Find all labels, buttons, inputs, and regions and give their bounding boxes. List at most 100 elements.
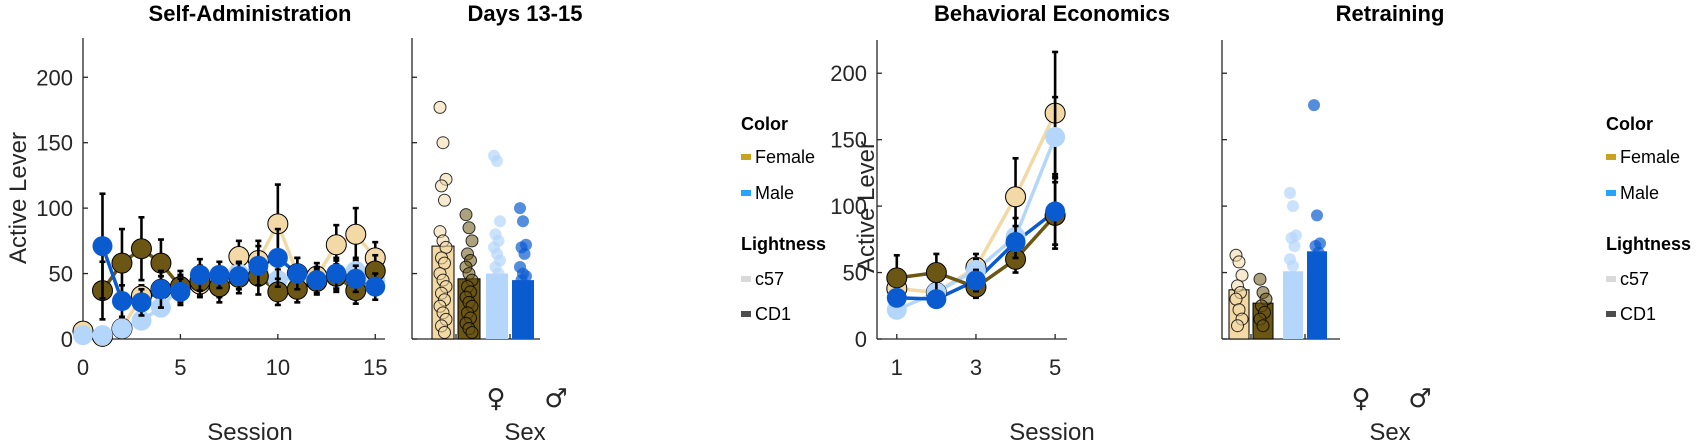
x-axis-tick-label-2: 5 xyxy=(1049,355,1061,380)
category-female-retraining: ♀ xyxy=(1351,384,1370,414)
data-point-male_cd1 xyxy=(287,263,308,284)
legend-c57-label: c57 xyxy=(755,269,784,289)
data-point-male_cd1 xyxy=(1045,201,1066,222)
scatter-point-female_c57 xyxy=(435,179,448,193)
scatter-point-male_c57 xyxy=(494,215,506,228)
bar-male_cd1 xyxy=(512,280,534,339)
scatter-point-male_cd1 xyxy=(1311,209,1323,222)
data-point-male_c57 xyxy=(111,318,132,339)
scatter-point-female_cd1 xyxy=(465,325,479,339)
legend-cd1-label: CD1 xyxy=(1620,304,1656,324)
data-point-male_cd1 xyxy=(326,263,347,284)
data-point-male_cd1 xyxy=(111,291,132,312)
x-axis-tick-label-2: 3 xyxy=(970,355,982,380)
category-male-days: ♂ xyxy=(544,384,567,414)
scatter-point-male_c57 xyxy=(1287,259,1299,272)
data-point-male_cd1 xyxy=(170,281,191,302)
x-axis-tick-label-0: 10 xyxy=(266,355,290,380)
data-point-male_cd1 xyxy=(926,289,947,310)
data-point-female_c57 xyxy=(1005,186,1027,208)
scatter-point-female_cd1 xyxy=(465,234,479,248)
scatter-point-male_cd1 xyxy=(518,280,531,293)
x-axis-label-sex-days: Sex xyxy=(504,419,545,444)
data-point-male_cd1 xyxy=(209,264,230,285)
panel-title-behavioral-economics: Behavioral Economics xyxy=(934,1,1170,26)
category-male-retraining: ♂ xyxy=(1408,384,1431,414)
scatter-point-female_cd1 xyxy=(1256,319,1270,333)
data-point-male_cd1 xyxy=(886,287,907,308)
data-point-female_cd1 xyxy=(886,267,908,289)
scatter-point-male_c57 xyxy=(491,155,503,168)
legend-c57-swatch xyxy=(1606,276,1616,282)
legend-female-swatch xyxy=(741,154,751,160)
scatter-point-male_c57 xyxy=(492,300,505,313)
x-axis-label-session-econ: Session xyxy=(1009,419,1094,444)
scatter-point-male_cd1 xyxy=(518,247,531,260)
data-point-female_cd1 xyxy=(925,262,947,284)
legend-male-swatch xyxy=(741,190,751,196)
x-axis-label-sex-retraining: Sex xyxy=(1369,419,1410,444)
scatter-point-male_cd1 xyxy=(1308,99,1320,112)
y-axis-2-tick-label: 50 xyxy=(843,261,867,286)
legend-female-label: Female xyxy=(755,147,815,167)
scatter-point-male_cd1 xyxy=(514,202,526,215)
data-point-male_c57 xyxy=(1045,127,1066,148)
panel-title-retraining: Retraining xyxy=(1336,1,1445,26)
scatter-point-female_c57 xyxy=(1232,255,1246,269)
y-axis-2-tick-label: 200 xyxy=(830,61,867,86)
scatter-point-female_cd1 xyxy=(1253,272,1267,286)
panel-title-days-13-15: Days 13-15 xyxy=(468,1,583,26)
bar-male_c57 xyxy=(1283,271,1303,339)
data-point-male_cd1 xyxy=(248,255,269,276)
legend-left: Color Female Male Lightness c57 CD1 xyxy=(741,114,826,324)
scatter-point-female_c57 xyxy=(438,193,451,207)
x-axis-tick-label-0: 5 xyxy=(174,355,186,380)
scatter-point-female_c57 xyxy=(433,100,447,114)
y-axis-0-tick-label: 150 xyxy=(36,131,73,156)
data-point-male_c57 xyxy=(73,325,93,346)
x-axis-tick-label-0: 0 xyxy=(77,355,89,380)
scatter-point-male_c57 xyxy=(1284,186,1296,199)
data-point-male_cd1 xyxy=(1005,231,1026,252)
scatter-point-female_c57 xyxy=(438,325,451,339)
data-point-male_cd1 xyxy=(267,247,288,268)
data-point-female_c57 xyxy=(325,234,347,256)
scatter-point-male_c57 xyxy=(1288,239,1301,252)
data-point-male_cd1 xyxy=(965,270,986,291)
data-point-male_cd1 xyxy=(345,268,366,289)
data-point-female_c57 xyxy=(345,223,367,245)
data-point-male_cd1 xyxy=(189,264,210,285)
y-axis-0-tick-label: 0 xyxy=(61,327,73,352)
legend-color-title: Color xyxy=(1606,114,1653,134)
scatter-point-male_cd1 xyxy=(1312,246,1325,259)
scatter-point-female_c57 xyxy=(1231,319,1244,333)
data-point-male_cd1 xyxy=(306,270,327,291)
scatter-point-male_c57 xyxy=(1287,200,1299,213)
x-axis-label-session-left: Session xyxy=(207,419,292,444)
scatter-point-female_c57 xyxy=(1229,292,1243,306)
category-female-days: ♀ xyxy=(486,384,505,414)
scatter-point-female_c57 xyxy=(436,136,450,150)
legend-c57-swatch xyxy=(741,276,751,282)
y-axis-0-tick-label: 100 xyxy=(36,196,73,221)
x-axis-tick-label-0: 15 xyxy=(363,355,387,380)
data-point-male_c57 xyxy=(92,325,113,346)
panel-title-self-administration: Self-Administration xyxy=(149,1,352,26)
legend-right: Color Female Male Lightness c57 CD1 xyxy=(1606,114,1691,324)
legend-c57-label: c57 xyxy=(1620,269,1649,289)
y-axis-label-left: Active Lever xyxy=(5,132,32,264)
scatter-point-female_cd1 xyxy=(462,221,476,235)
data-point-male_cd1 xyxy=(365,276,386,297)
data-point-male_cd1 xyxy=(228,266,249,287)
x-axis-tick-label-2: 1 xyxy=(891,355,903,380)
legend-color-title: Color xyxy=(741,114,788,134)
y-axis-2-tick-label: 150 xyxy=(830,128,867,153)
y-axis-2-tick-label: 0 xyxy=(855,327,867,352)
legend-lightness-title: Lightness xyxy=(741,234,826,254)
legend-female-label: Female xyxy=(1620,147,1680,167)
legend-cd1-swatch xyxy=(1606,311,1616,317)
y-axis-label-econ: Active Lever xyxy=(853,141,880,273)
legend-female-swatch xyxy=(1606,154,1616,160)
